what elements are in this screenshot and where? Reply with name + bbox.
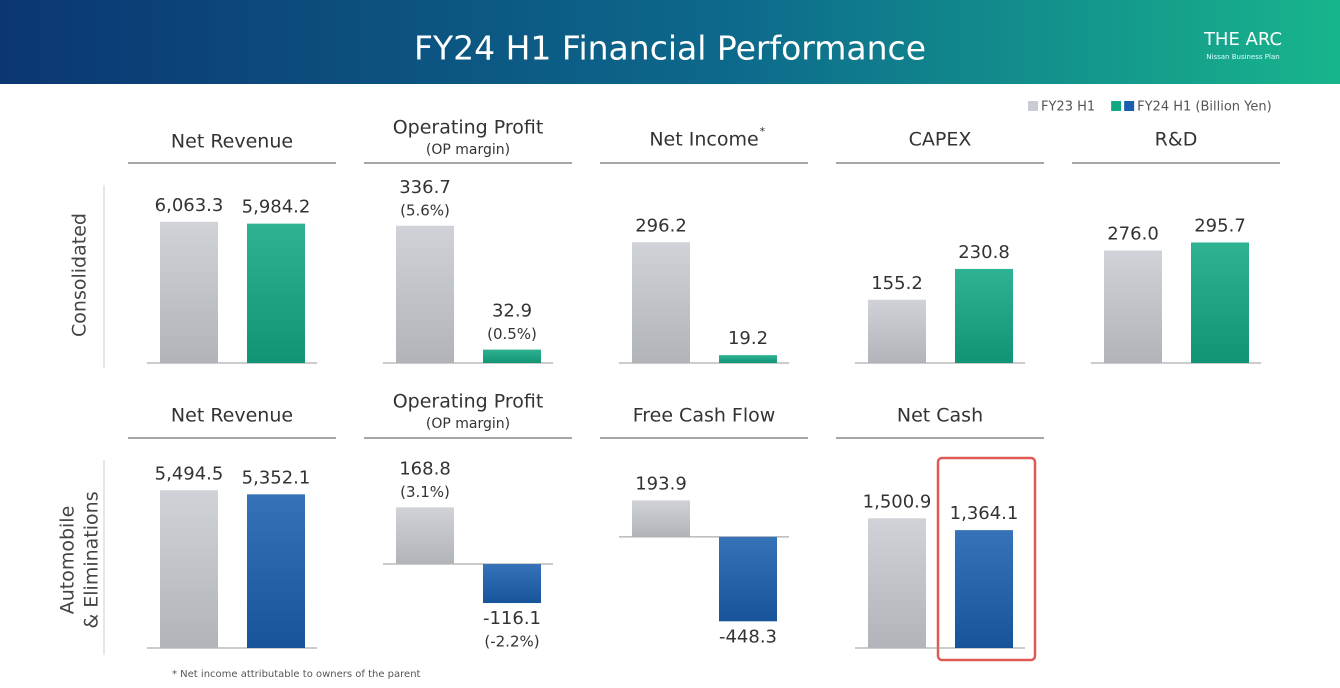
legend-swatch bbox=[1111, 101, 1122, 111]
row-label: Automobile bbox=[57, 506, 79, 615]
bar-shade bbox=[1191, 242, 1249, 363]
panel-title: R&D bbox=[1155, 129, 1198, 151]
panel-subtitle: (OP margin) bbox=[426, 142, 510, 158]
panel-title: Net Cash bbox=[897, 405, 983, 427]
panel-subtitle: (OP margin) bbox=[426, 416, 510, 432]
row-label: & Eliminations bbox=[81, 491, 103, 628]
panel-title: Operating Profit bbox=[393, 391, 544, 413]
bar-shade bbox=[955, 530, 1013, 648]
bar-shade bbox=[396, 507, 454, 565]
bar-shade bbox=[955, 268, 1013, 363]
value-label: 295.7 bbox=[1194, 216, 1246, 237]
bar-shade bbox=[632, 242, 690, 363]
panel-title: Net Revenue bbox=[171, 131, 293, 153]
value-label: 168.8 bbox=[399, 458, 451, 479]
value-label: 276.0 bbox=[1107, 224, 1159, 245]
legend-label: FY23 H1 bbox=[1041, 100, 1095, 115]
value-label: 230.8 bbox=[958, 242, 1010, 263]
footnote: * Net income attributable to owners of t… bbox=[172, 669, 421, 680]
value-label: 6,063.3 bbox=[155, 195, 224, 216]
value-label: 19.2 bbox=[728, 328, 768, 349]
value-label: 5,984.2 bbox=[242, 197, 311, 218]
value-label: 193.9 bbox=[635, 473, 687, 494]
panel-title: CAPEX bbox=[909, 129, 972, 151]
value-label: -116.1 bbox=[483, 608, 541, 629]
title-note: * bbox=[760, 125, 766, 138]
margin-label: (0.5%) bbox=[487, 325, 537, 343]
value-label: 1,500.9 bbox=[863, 491, 932, 512]
logo: THE ARC bbox=[1203, 29, 1282, 50]
bar-shade bbox=[868, 299, 926, 363]
value-label: 155.2 bbox=[871, 273, 923, 294]
value-label: 5,352.1 bbox=[242, 467, 311, 488]
row-label: Consolidated bbox=[69, 213, 91, 337]
value-label: 336.7 bbox=[399, 177, 451, 198]
bar-shade bbox=[719, 536, 777, 622]
bar-shade bbox=[160, 221, 218, 363]
legend-swatch bbox=[1028, 101, 1038, 111]
bar-shade bbox=[396, 225, 454, 363]
panel-title: Operating Profit bbox=[393, 117, 544, 139]
value-label: 5,494.5 bbox=[155, 463, 224, 484]
panel-title: Free Cash Flow bbox=[633, 405, 776, 427]
bar-shade bbox=[247, 494, 305, 648]
bar-shade bbox=[483, 349, 541, 363]
bar-shade bbox=[632, 500, 690, 537]
bar-shade bbox=[247, 223, 305, 363]
panel-title: Net Revenue bbox=[171, 405, 293, 427]
logo-subtitle: Nissan Business Plan bbox=[1206, 53, 1279, 61]
header-band bbox=[0, 0, 1340, 84]
bar-shade bbox=[868, 518, 926, 648]
legend-swatch bbox=[1124, 101, 1135, 111]
margin-label: (3.1%) bbox=[400, 483, 450, 501]
bar-shade bbox=[160, 490, 218, 648]
value-label: -448.3 bbox=[719, 626, 777, 647]
bar-shade bbox=[483, 564, 541, 604]
margin-label: (-2.2%) bbox=[484, 633, 539, 651]
value-label: 1,364.1 bbox=[950, 503, 1019, 524]
bar-shade bbox=[719, 355, 777, 363]
legend-label: FY24 H1 (Billion Yen) bbox=[1137, 100, 1272, 115]
margin-label: (5.6%) bbox=[400, 201, 450, 219]
slide-title: FY24 H1 Financial Performance bbox=[414, 29, 926, 68]
panel-title: Net Income bbox=[649, 129, 758, 151]
highlight-box bbox=[936, 456, 1037, 662]
value-label: 296.2 bbox=[635, 215, 687, 236]
bar-shade bbox=[1104, 250, 1162, 363]
value-label: 32.9 bbox=[492, 301, 532, 322]
